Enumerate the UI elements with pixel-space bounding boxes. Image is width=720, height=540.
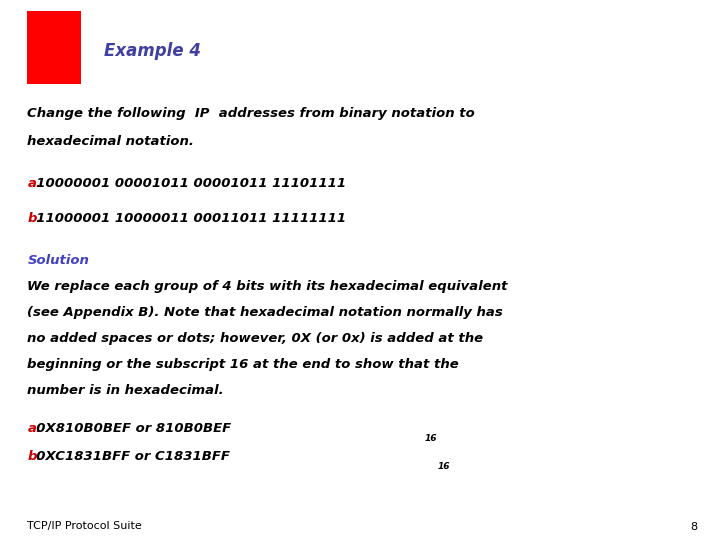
Text: 8: 8 <box>690 522 697 531</box>
Text: number is in hexadecimal.: number is in hexadecimal. <box>27 384 224 397</box>
Text: a.: a. <box>27 177 41 190</box>
Text: no added spaces or dots; however, 0X (or 0x) is added at the: no added spaces or dots; however, 0X (or… <box>27 332 484 345</box>
Text: Example 4: Example 4 <box>104 42 202 60</box>
Text: a.: a. <box>27 422 41 435</box>
Text: 16: 16 <box>425 434 437 443</box>
Text: hexadecimal notation.: hexadecimal notation. <box>27 135 194 148</box>
Text: b.: b. <box>27 212 42 225</box>
Text: Change the following  IP  addresses from binary notation to: Change the following IP addresses from b… <box>27 107 475 120</box>
Text: TCP/IP Protocol Suite: TCP/IP Protocol Suite <box>27 522 142 531</box>
Text: 11000001 10000011 00011011 11111111: 11000001 10000011 00011011 11111111 <box>27 212 346 225</box>
Text: 0XC1831BFF or C1831BFF: 0XC1831BFF or C1831BFF <box>27 450 230 463</box>
Text: beginning or the subscript 16 at the end to show that the: beginning or the subscript 16 at the end… <box>27 358 459 371</box>
Bar <box>27 11 81 84</box>
Text: b.: b. <box>27 450 42 463</box>
Text: We replace each group of 4 bits with its hexadecimal equivalent: We replace each group of 4 bits with its… <box>27 280 508 293</box>
Text: 0X810B0BEF or 810B0BEF: 0X810B0BEF or 810B0BEF <box>27 422 232 435</box>
Text: 16: 16 <box>438 462 450 471</box>
Text: Solution: Solution <box>27 254 89 267</box>
Text: (see Appendix B). Note that hexadecimal notation normally has: (see Appendix B). Note that hexadecimal … <box>27 306 503 319</box>
Text: 10000001 00001011 00001011 11101111: 10000001 00001011 00001011 11101111 <box>27 177 346 190</box>
